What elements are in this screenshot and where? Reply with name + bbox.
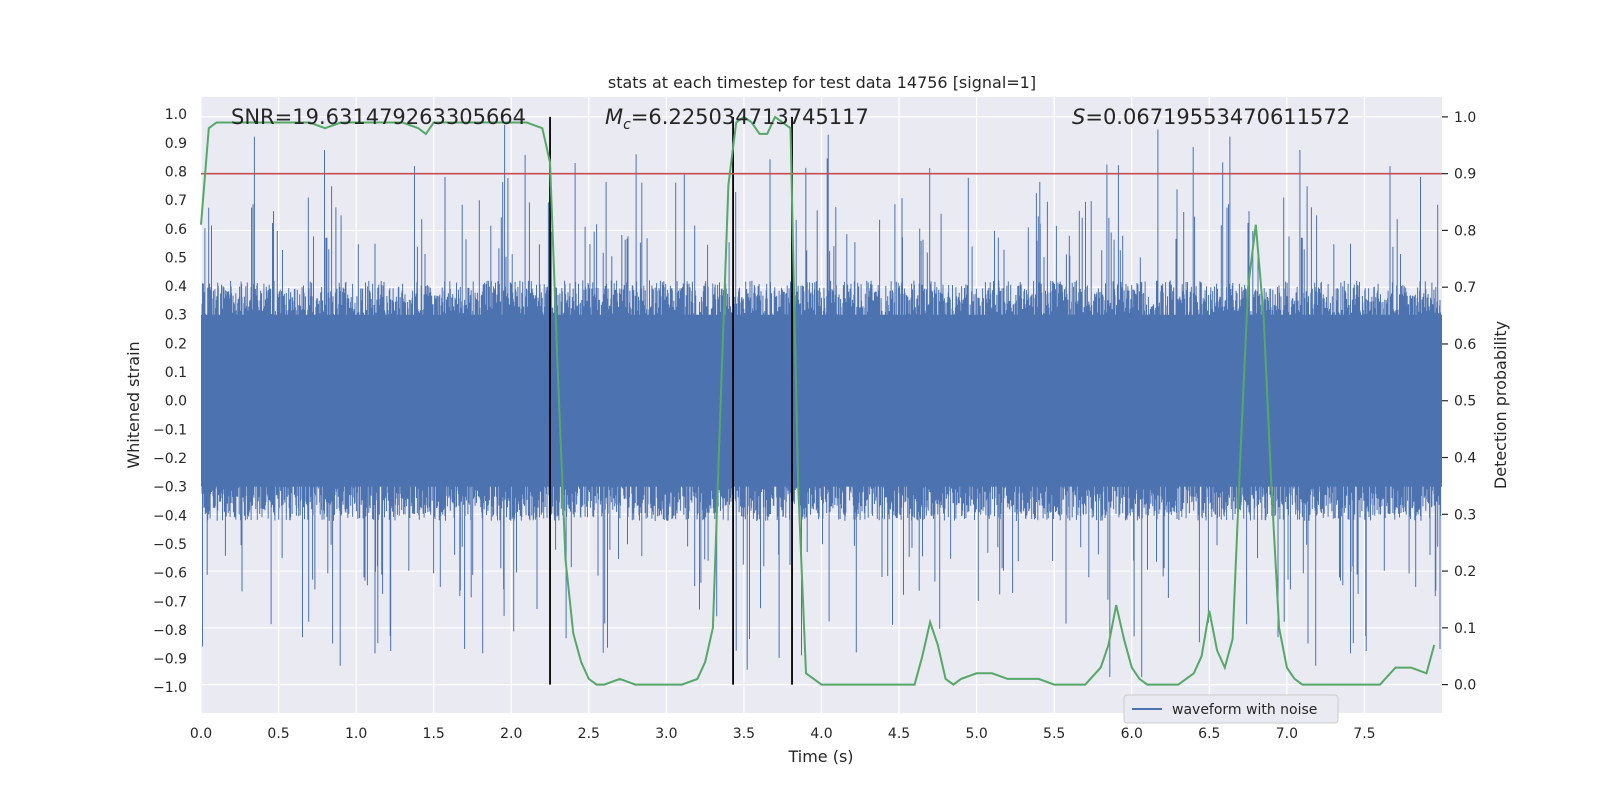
- x-tick-label: 5.5: [1043, 726, 1065, 742]
- right-y-axis-label: Detection probability: [1491, 321, 1510, 489]
- left-y-tick-label: 0.8: [165, 164, 187, 180]
- chart-title: stats at each timestep for test data 147…: [608, 73, 1036, 92]
- left-y-tick-label: −1.0: [153, 680, 187, 696]
- x-tick-label: 6.5: [1198, 726, 1220, 742]
- left-y-axis-ticks: 1.0 0.9 0.8 0.7 0.6 0.5 0.4 0.3 0.2 0.1 0.0 −0.1 −0.…: [153, 107, 187, 696]
- x-tick-label: 5.0: [965, 726, 987, 742]
- spin-symbol: S: [1072, 105, 1085, 129]
- right-y-tick-label: 0.6: [1454, 337, 1476, 353]
- waveform-core: [201, 314, 1442, 487]
- right-y-tick-label: 0.9: [1454, 167, 1476, 183]
- spin-value: =0.06719553470611572: [1085, 105, 1350, 129]
- right-y-tick-label: 0.2: [1454, 564, 1476, 580]
- right-y-axis-ticks: 1.0 0.9 0.8 0.7 0.6 0.5 0.4 0.3 0.2 0.1 0.0: [1442, 110, 1476, 694]
- x-tick-label: 4.0: [810, 726, 832, 742]
- right-y-tick-label: 0.0: [1454, 678, 1476, 694]
- left-y-axis-label: Whitened strain: [124, 341, 143, 468]
- x-tick-label: 7.0: [1276, 726, 1298, 742]
- left-y-tick-label: −0.6: [153, 566, 187, 582]
- x-tick-label: 4.5: [888, 726, 910, 742]
- x-tick-label: 6.0: [1121, 726, 1143, 742]
- x-tick-label: 1.5: [423, 726, 445, 742]
- right-y-tick-label: 0.4: [1454, 451, 1476, 467]
- x-tick-label: 1.0: [345, 726, 367, 742]
- x-tick-label: 3.5: [733, 726, 755, 742]
- left-y-tick-label: −0.1: [153, 422, 187, 438]
- right-y-tick-label: 0.8: [1454, 223, 1476, 239]
- right-y-tick-label: 0.5: [1454, 394, 1476, 410]
- chirp-mass-annotation: Mc=6.225034713745117: [605, 105, 869, 133]
- left-y-tick-label: −0.8: [153, 623, 187, 639]
- right-y-tick-label: 0.3: [1454, 507, 1476, 523]
- left-y-tick-label: 0.2: [165, 336, 187, 352]
- x-tick-label: 7.5: [1353, 726, 1375, 742]
- right-y-tick-label: 1.0: [1454, 110, 1476, 126]
- waveform-series: [201, 124, 1442, 678]
- chirp-mass-symbol: M: [605, 105, 623, 129]
- spin-annotation: S=0.06719553470611572: [1072, 105, 1350, 129]
- detection-probability-line: [200, 115, 1436, 686]
- left-y-tick-label: 0.9: [165, 136, 187, 152]
- legend-box: [1123, 694, 1339, 724]
- right-y-tick-label: 0.7: [1454, 280, 1476, 296]
- x-tick-label: 0.0: [190, 726, 212, 742]
- x-axis-label: Time (s): [787, 747, 853, 766]
- left-y-tick-label: −0.4: [153, 508, 187, 524]
- legend-label: waveform with noise: [1172, 702, 1317, 718]
- left-y-tick-label: 0.6: [165, 222, 187, 238]
- x-axis-ticks: 0.0 0.5 1.0 1.5 2.0 2.5 3.0 3.5 4.0 4.5 5.0 5.5 6.0 6…: [190, 726, 1376, 742]
- left-y-tick-label: −0.9: [153, 652, 187, 668]
- left-y-tick-label: 1.0: [165, 107, 187, 123]
- left-y-tick-label: 0.5: [165, 250, 187, 266]
- left-y-tick-label: 0.3: [165, 308, 187, 324]
- right-y-tick-label: 0.1: [1454, 621, 1476, 637]
- x-tick-label: 3.0: [655, 726, 677, 742]
- left-y-tick-label: −0.2: [153, 451, 187, 467]
- chirp-mass-value: =6.225034713745117: [631, 105, 869, 129]
- chirp-mass-subscript: c: [623, 117, 631, 133]
- x-tick-label: 2.0: [500, 726, 522, 742]
- legend: waveform with noise: [1123, 694, 1339, 724]
- left-y-tick-label: −0.5: [153, 537, 187, 553]
- left-y-tick-label: 0.1: [165, 365, 187, 381]
- left-y-tick-label: 0.7: [165, 193, 187, 209]
- snr-annotation: SNR=19.631479263305664: [231, 105, 526, 129]
- x-tick-label: 2.5: [578, 726, 600, 742]
- left-y-tick-label: −0.3: [153, 480, 187, 496]
- x-tick-label: 0.5: [267, 726, 289, 742]
- left-y-tick-label: −0.7: [153, 594, 187, 610]
- left-y-tick-label: 0.0: [165, 394, 187, 410]
- left-y-tick-label: 0.4: [165, 279, 187, 295]
